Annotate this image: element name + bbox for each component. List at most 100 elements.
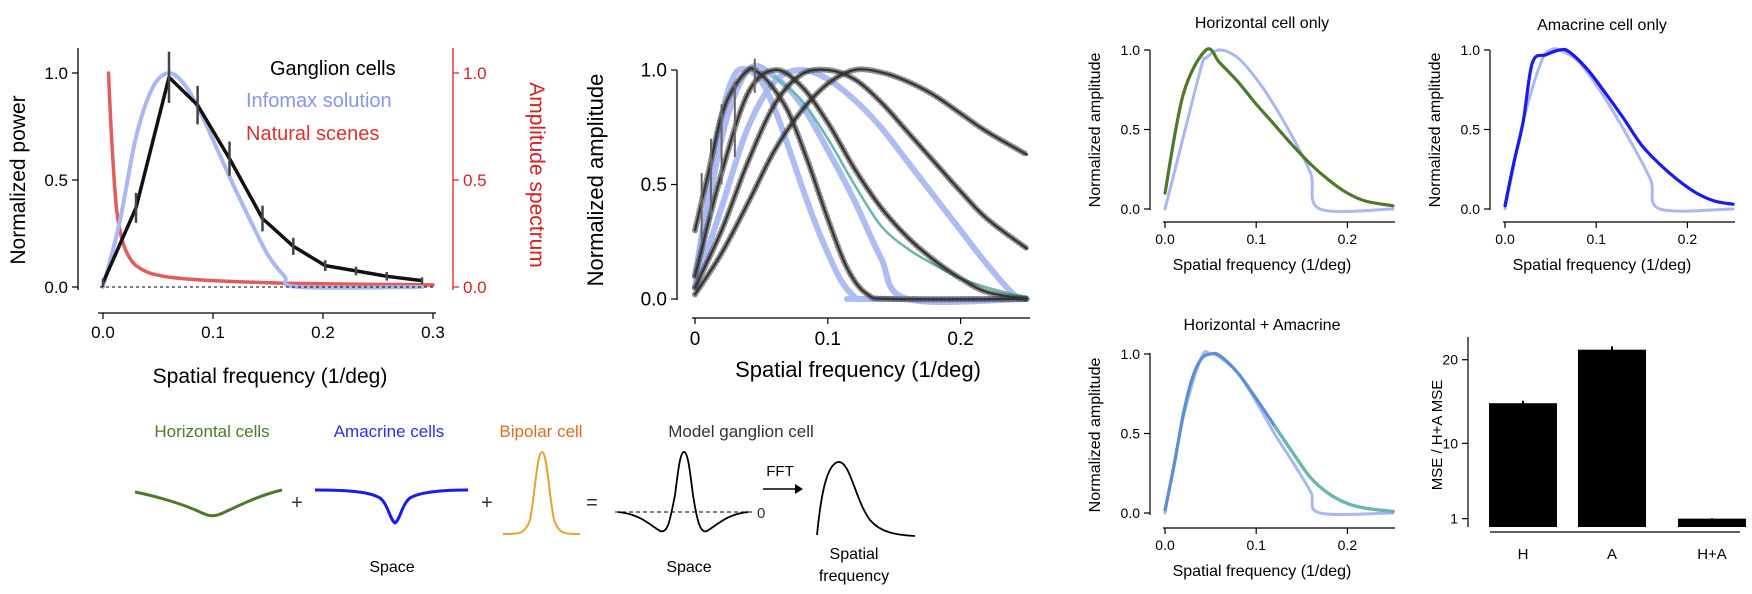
panel-a-left-ytick-label: 0.5 bbox=[44, 171, 68, 190]
panel-ha-ytick-label: 0.5 bbox=[1121, 425, 1141, 441]
spatial-frequency-label-line1: Spatial bbox=[830, 546, 879, 563]
panel-h-ytick-label: 0.5 bbox=[1121, 121, 1141, 137]
panel-horizontal-only: Horizontal cell only 0.0 0.1 0.20.00.51.0 … bbox=[1087, 15, 1395, 274]
bar-ytick-label: 1 bbox=[1450, 511, 1458, 527]
plus-sign-1: + bbox=[291, 492, 303, 514]
panel-b-xtick-label: 0.1 bbox=[815, 329, 841, 350]
panel-b-xtick-label: 0 bbox=[690, 329, 701, 350]
horizontal-cell-profile bbox=[134, 488, 283, 518]
natural-scenes-line bbox=[106, 71, 435, 287]
schematic-model-label: Model ganglion cell bbox=[668, 422, 814, 441]
mse-bar-h bbox=[1489, 403, 1557, 527]
panel-h-ytick-label: 0.0 bbox=[1121, 201, 1141, 217]
amacrine-cell-profile bbox=[314, 488, 469, 525]
panel-b: 0 0.1 0.2 0.0 0.5 1.0 Normalized amplitude Sp… bbox=[583, 58, 1030, 382]
panel-horizontal-amacrine-title: Horizontal + Amacrine bbox=[1184, 317, 1341, 334]
panel-b-ytick-label: 0.0 bbox=[641, 290, 667, 311]
panel-b-ylabel: Normalized amplitude bbox=[583, 74, 608, 287]
panel-ha-ytick-label: 0.0 bbox=[1121, 505, 1141, 521]
bar-ylabel: MSE / H+A MSE bbox=[1429, 380, 1446, 490]
panel-ha-teal-segment bbox=[1273, 424, 1394, 513]
schematic-horizontal-label: Horizontal cells bbox=[154, 422, 269, 441]
panel-horizontal-amacrine: Horizontal + Amacrine 0.0 0.1 0.2 0.0 0.5 1.0… bbox=[1087, 317, 1395, 580]
fft-label: FFT bbox=[766, 463, 794, 480]
panel-h-xtick-label: 0.0 bbox=[1155, 231, 1175, 247]
schematic-bipolar-label: Bipolar cell bbox=[499, 422, 582, 441]
bipolar-cell-profile bbox=[502, 450, 581, 535]
panel-a-only-xtick-label: 0.1 bbox=[1586, 231, 1606, 247]
mse-bar-category-label: A bbox=[1607, 546, 1617, 563]
panel-a-only-fit-line bbox=[1503, 47, 1735, 208]
panel-h-xtick-label: 0.1 bbox=[1246, 231, 1266, 247]
panel-b-infomax-line bbox=[692, 66, 1030, 302]
panel-a-xtick-label: 0.2 bbox=[311, 323, 335, 342]
panel-ha-xtick-label: 0.0 bbox=[1155, 537, 1175, 553]
panel-h-ylabel: Normalized amplitude bbox=[1087, 53, 1104, 208]
panel-a-only-ytick-label: 0.0 bbox=[1461, 201, 1481, 217]
mse-bar-category-label: H+A bbox=[1697, 546, 1727, 563]
panel-ha-xtick-label: 0.1 bbox=[1246, 537, 1266, 553]
panel-a-legend-ganglion: Ganglion cells bbox=[270, 58, 396, 80]
panel-b-ytick-label: 0.5 bbox=[641, 175, 667, 196]
mse-bar-h-a bbox=[1678, 518, 1746, 527]
panel-a-legend-natural: Natural scenes bbox=[246, 123, 379, 145]
panel-h-xlabel: Spatial frequency (1/deg) bbox=[1173, 257, 1352, 274]
panel-ha-xlabel: Spatial frequency (1/deg) bbox=[1173, 563, 1352, 580]
bar-ytick-label: 20 bbox=[1442, 352, 1458, 368]
mse-bar-category-label: H bbox=[1518, 546, 1529, 563]
panel-ha-ytick-label: 1.0 bbox=[1121, 346, 1141, 362]
panel-a-xtick-label: 0.0 bbox=[91, 323, 115, 342]
panel-b-model-errorband bbox=[692, 66, 1030, 291]
panel-a-right-ytick-label: 0.0 bbox=[463, 278, 487, 297]
space-label-1: Space bbox=[369, 559, 414, 576]
model-ganglion-frequency-profile bbox=[816, 461, 916, 537]
panel-a-only-xtick-label: 0.0 bbox=[1495, 231, 1515, 247]
space-label-2: Space bbox=[666, 559, 711, 576]
panel-b-model-errorband bbox=[692, 66, 1030, 302]
panel-a-only-infomax-line bbox=[1503, 47, 1735, 213]
panel-a-only-xlabel: Spatial frequency (1/deg) bbox=[1513, 257, 1692, 274]
panel-a-only-xtick-label: 0.2 bbox=[1678, 231, 1698, 247]
panel-a-right-ytick-label: 0.5 bbox=[463, 171, 487, 190]
panel-horizontal-only-title: Horizontal cell only bbox=[1195, 15, 1329, 32]
bar-ytick-label: 10 bbox=[1442, 435, 1458, 451]
panel-a-only-ytick-label: 1.0 bbox=[1461, 42, 1481, 58]
panel-h-xtick-label: 0.2 bbox=[1338, 231, 1358, 247]
schematic-amacrine-label: Amacrine cells bbox=[334, 422, 445, 441]
panel-a-left-ytick-label: 1.0 bbox=[44, 64, 68, 83]
plus-sign-2: + bbox=[481, 492, 493, 514]
equals-sign: = bbox=[586, 492, 598, 514]
mse-bar-a bbox=[1578, 349, 1646, 527]
panel-b-ytick-label: 1.0 bbox=[641, 61, 667, 82]
panel-h-fit-line bbox=[1163, 47, 1395, 208]
schematic: Horizontal cells Amacrine cells Bipolar … bbox=[134, 422, 916, 585]
panel-b-xtick-label: 0.2 bbox=[947, 329, 973, 350]
panel-b-infomax-line bbox=[692, 62, 1030, 306]
panel-a-xlabel: Spatial frequency (1/deg) bbox=[153, 365, 388, 388]
panel-amacrine-only-title: Amacrine cell only bbox=[1537, 17, 1667, 34]
panel-a-ylabel-right: Amplitude spectrum bbox=[525, 82, 548, 268]
panel-amacrine-only: Amacrine cell only 0.0 0.1 0.2 0.0 0.5 1.0 No… bbox=[1427, 17, 1735, 274]
ganglion-profile-zero-label: 0 bbox=[757, 505, 765, 522]
panel-a-left-ytick-label: 0.0 bbox=[44, 278, 68, 297]
panel-a: 0.0 0.1 0.2 0.3 0.0 0.5 1.0 0.0 0.5 1.0 Normalize… bbox=[7, 48, 548, 388]
infomax-solution-line bbox=[101, 71, 424, 290]
panel-a-right-ytick-label: 1.0 bbox=[463, 64, 487, 83]
panel-b-teal-line bbox=[773, 75, 1029, 298]
panel-a-only-ylabel: Normalized amplitude bbox=[1427, 53, 1444, 208]
fft-arrow-head bbox=[795, 484, 803, 494]
panel-a-ylabel-left: Normalized power bbox=[7, 95, 30, 264]
panel-ha-xtick-label: 0.2 bbox=[1338, 537, 1358, 553]
panel-a-plot-area bbox=[101, 51, 435, 290]
panel-ha-ylabel: Normalized amplitude bbox=[1087, 358, 1104, 513]
panel-a-only-ytick-label: 0.5 bbox=[1461, 121, 1481, 137]
panel-b-model-errorband bbox=[692, 65, 1030, 303]
panel-b-model-errorband bbox=[692, 66, 1030, 298]
panel-a-xtick-label: 0.3 bbox=[421, 323, 445, 342]
panel-b-xlabel: Spatial frequency (1/deg) bbox=[735, 357, 981, 382]
panel-mse-bars: H A H+A 1 10 20 MSE / H+A MSE bbox=[1429, 337, 1746, 563]
model-ganglion-spatial-profile bbox=[617, 451, 749, 533]
panel-a-xtick-label: 0.1 bbox=[201, 323, 225, 342]
spatial-frequency-label-line2: frequency bbox=[819, 568, 889, 585]
panel-h-ytick-label: 1.0 bbox=[1121, 42, 1141, 58]
